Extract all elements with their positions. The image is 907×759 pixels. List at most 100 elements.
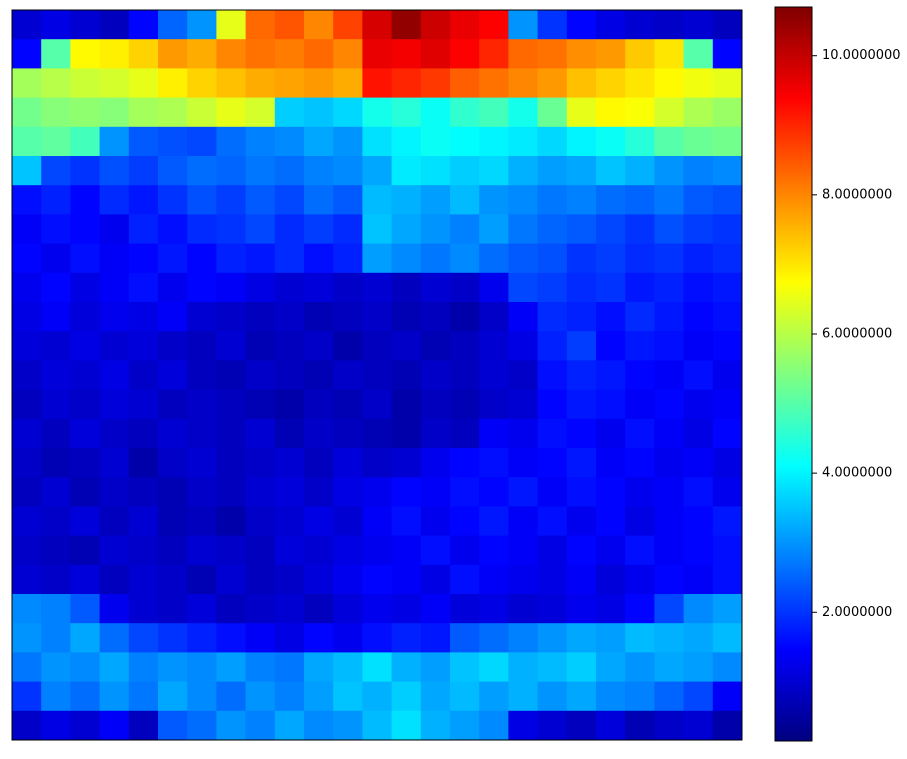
heatmap-cell	[216, 652, 246, 682]
heatmap-cell	[683, 506, 714, 536]
heatmap-cell	[450, 710, 480, 741]
heatmap-cell	[625, 156, 655, 186]
heatmap-cell	[450, 594, 480, 624]
heatmap-cell	[508, 360, 538, 390]
heatmap-cell	[128, 302, 159, 332]
heatmap-cell	[41, 594, 71, 624]
heatmap-cell	[99, 331, 130, 361]
heatmap-cell	[683, 185, 714, 215]
heatmap-cell	[216, 331, 246, 361]
heatmap-cell	[537, 97, 568, 128]
heatmap-cell	[420, 331, 451, 361]
heatmap-cell	[187, 477, 217, 507]
heatmap-cell	[158, 710, 188, 741]
heatmap-cell	[712, 243, 743, 274]
heatmap-cell	[187, 126, 217, 157]
heatmap-cell	[508, 39, 538, 69]
heatmap-cell	[333, 418, 363, 449]
heatmap-cell	[654, 477, 684, 507]
heatmap-cell	[187, 185, 217, 215]
heatmap-cell	[654, 214, 684, 244]
heatmap-cell	[245, 39, 276, 69]
heatmap-cell	[41, 68, 71, 98]
heatmap-cell	[304, 97, 334, 128]
heatmap-cell	[362, 418, 392, 449]
heatmap-cell	[12, 10, 42, 40]
heatmap-cell	[479, 506, 509, 536]
heatmap-cell	[654, 448, 684, 478]
heatmap-cell	[158, 68, 188, 98]
heatmap-cell	[566, 477, 597, 507]
heatmap-cell	[654, 331, 684, 361]
heatmap-cell	[537, 564, 568, 595]
heatmap-cell	[187, 710, 217, 741]
heatmap-cell	[187, 272, 217, 303]
heatmap-cell	[683, 623, 714, 653]
heatmap-cell	[566, 214, 597, 244]
heatmap-cell	[450, 272, 480, 303]
heatmap-cell	[158, 39, 188, 69]
heatmap-cell	[128, 185, 159, 215]
heatmap-cell	[537, 681, 568, 712]
heatmap-cell	[274, 564, 305, 595]
heatmap-cell	[304, 506, 334, 536]
plot-frame	[11, 9, 743, 741]
heatmap-cell	[12, 535, 42, 566]
heatmap-cell	[304, 68, 334, 98]
heatmap-cell	[70, 272, 100, 303]
heatmap-cell	[654, 97, 684, 128]
heatmap-cell	[450, 564, 480, 595]
heatmap-cell	[128, 418, 159, 449]
heatmap-cell	[391, 272, 422, 303]
heatmap-cell	[158, 652, 188, 682]
heatmap-cell	[12, 39, 42, 69]
heatmap-cell	[391, 156, 422, 186]
heatmap-cell	[333, 623, 363, 653]
heatmap-cell	[12, 360, 42, 390]
heatmap-cell	[304, 594, 334, 624]
heatmap-cell	[333, 564, 363, 595]
heatmap-cell	[712, 652, 743, 682]
heatmap-cell	[712, 126, 743, 157]
heatmap-cell	[274, 418, 305, 449]
heatmap-cell	[333, 594, 363, 624]
heatmap-cell	[420, 272, 451, 303]
heatmap-cell	[712, 302, 743, 332]
heatmap-cell	[158, 97, 188, 128]
heatmap-cell	[70, 97, 100, 128]
heatmap-cell	[158, 418, 188, 449]
heatmap-cell	[245, 448, 276, 478]
heatmap-cell	[537, 652, 568, 682]
heatmap-cell	[41, 418, 71, 449]
heatmap-cell	[712, 681, 743, 712]
heatmap-cell	[99, 623, 130, 653]
heatmap-cell	[566, 331, 597, 361]
heatmap-cell	[12, 477, 42, 507]
heatmap-cell	[566, 681, 597, 712]
heatmap-cell	[70, 506, 100, 536]
heatmap-cell	[625, 448, 655, 478]
heatmap-cell	[99, 68, 130, 98]
heatmap-cell	[420, 535, 451, 566]
heatmap-cell	[333, 448, 363, 478]
heatmap-cell	[245, 302, 276, 332]
heatmap-cell	[683, 389, 714, 420]
heatmap-cell	[128, 126, 159, 157]
heatmap-cell	[479, 68, 509, 98]
heatmap-cell	[99, 272, 130, 303]
heatmap-cell	[274, 302, 305, 332]
heatmap-cell	[683, 477, 714, 507]
heatmap-cell	[479, 302, 509, 332]
heatmap-cell	[128, 243, 159, 274]
heatmap-cell	[479, 272, 509, 303]
heatmap-cell	[187, 564, 217, 595]
heatmap-cell	[391, 331, 422, 361]
heatmap-cell	[712, 623, 743, 653]
heatmap-cell	[245, 214, 276, 244]
heatmap-cell	[128, 360, 159, 390]
heatmap-cell	[216, 535, 246, 566]
heatmap-cell	[362, 652, 392, 682]
heatmap-cell	[566, 243, 597, 274]
heatmap-cell	[391, 681, 422, 712]
heatmap-cell	[216, 506, 246, 536]
